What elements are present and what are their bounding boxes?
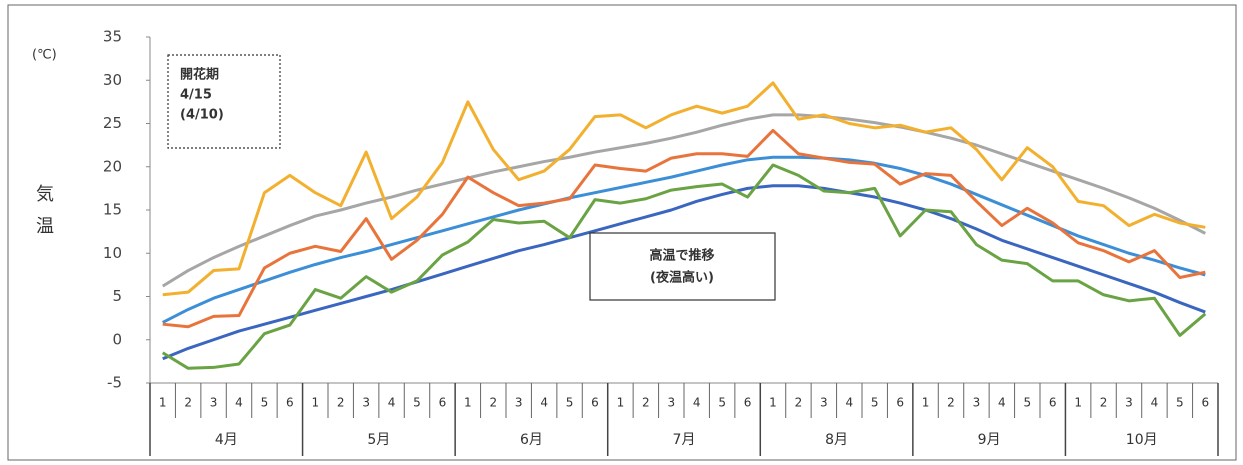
x-tick-label: 1 bbox=[617, 396, 625, 410]
x-tick-label: 1 bbox=[922, 396, 930, 410]
x-tick-label: 1 bbox=[464, 396, 472, 410]
frame bbox=[7, 4, 1237, 461]
series-line bbox=[161, 163, 1207, 370]
series-line bbox=[162, 184, 1206, 361]
x-tick-label: 5 bbox=[261, 396, 269, 410]
x-tick-label: 4 bbox=[540, 396, 548, 410]
y-tick-label: 0 bbox=[112, 330, 122, 348]
group-label: 8月 bbox=[825, 432, 848, 448]
x-tick-label: 5 bbox=[1176, 396, 1184, 410]
annotation-text: 高温で推移 bbox=[649, 248, 714, 264]
y-axis-label: 気 bbox=[36, 184, 54, 205]
x-tick-label: 2 bbox=[642, 396, 650, 410]
annotation-box bbox=[589, 232, 776, 301]
x-tick-label: 1 bbox=[769, 396, 777, 410]
series-line bbox=[162, 128, 1206, 329]
x-tick-label: 6 bbox=[286, 396, 294, 410]
x-tick-label: 3 bbox=[973, 396, 981, 410]
x-tick-label: 4 bbox=[1151, 396, 1159, 410]
x-tick-label: 4 bbox=[693, 396, 701, 410]
annotation-text: 4/15 bbox=[180, 88, 212, 103]
y-tick-label: 25 bbox=[103, 114, 122, 132]
x-tick-label: 5 bbox=[1023, 396, 1031, 410]
group-label: 10月 bbox=[1126, 432, 1158, 448]
y-tick-label: 10 bbox=[103, 244, 122, 262]
y-tick-label: 35 bbox=[103, 28, 122, 46]
series-line bbox=[162, 81, 1206, 297]
x-tick-label: 6 bbox=[896, 396, 904, 410]
x-tick-label: 6 bbox=[591, 396, 599, 410]
x-tick-label: 6 bbox=[439, 396, 447, 410]
x-tick-label: 1 bbox=[1074, 396, 1082, 410]
annotation-box bbox=[167, 54, 281, 149]
x-tick-label: 5 bbox=[566, 396, 574, 410]
x-tick-label: 2 bbox=[337, 396, 345, 410]
y-tick-label: 20 bbox=[103, 157, 122, 175]
x-tick-label: 6 bbox=[1201, 396, 1209, 410]
x-tick-label: 2 bbox=[947, 396, 955, 410]
y-tick-label: -5 bbox=[107, 374, 122, 392]
x-tick-label: 3 bbox=[820, 396, 828, 410]
x-tick-label: 4 bbox=[998, 396, 1006, 410]
x-tick-label: 4 bbox=[845, 396, 853, 410]
x-tick-label: 1 bbox=[159, 396, 167, 410]
x-tick-label: 3 bbox=[667, 396, 675, 410]
x-tick-label: 2 bbox=[184, 396, 192, 410]
group-label: 7月 bbox=[673, 432, 696, 448]
group-label: 4月 bbox=[215, 432, 238, 448]
x-tick-label: 5 bbox=[413, 396, 421, 410]
y-tick-label: 30 bbox=[103, 71, 122, 89]
x-tick-label: 3 bbox=[515, 396, 523, 410]
unit-label: (℃) bbox=[32, 48, 57, 63]
x-tick-label: 3 bbox=[1125, 396, 1133, 410]
annotation-text: (夜温高い) bbox=[650, 270, 714, 286]
x-tick-label: 2 bbox=[1100, 396, 1108, 410]
group-label: 5月 bbox=[367, 432, 390, 448]
y-tick-label: 5 bbox=[112, 287, 122, 305]
group-label: 9月 bbox=[978, 432, 1001, 448]
x-tick-label: 2 bbox=[795, 396, 803, 410]
x-tick-label: 5 bbox=[718, 396, 726, 410]
group-label: 6月 bbox=[520, 432, 543, 448]
series-line bbox=[162, 155, 1206, 324]
x-tick-label: 6 bbox=[744, 396, 752, 410]
series-line bbox=[161, 113, 1206, 288]
x-tick-label: 4 bbox=[388, 396, 396, 410]
annotation-text: 開花期 bbox=[180, 67, 219, 83]
y-tick-label: 15 bbox=[103, 201, 122, 219]
y-axis-label: 温 bbox=[36, 216, 54, 237]
x-tick-label: 2 bbox=[489, 396, 497, 410]
x-tick-label: 3 bbox=[210, 396, 218, 410]
x-tick-label: 6 bbox=[1049, 396, 1057, 410]
x-tick-label: 5 bbox=[871, 396, 879, 410]
annotation-text: (4/10) bbox=[180, 108, 224, 123]
x-tick-label: 4 bbox=[235, 396, 243, 410]
x-tick-label: 1 bbox=[311, 396, 319, 410]
x-tick-label: 3 bbox=[362, 396, 370, 410]
